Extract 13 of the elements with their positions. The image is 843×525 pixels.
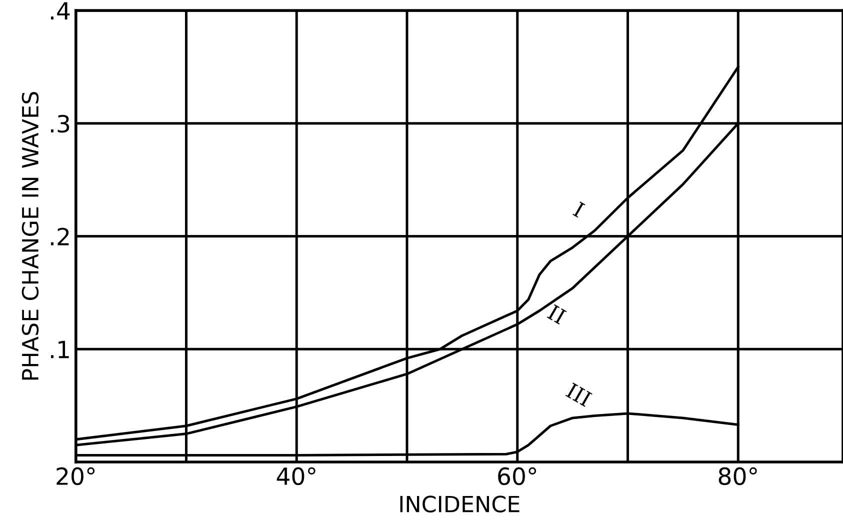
text: I xyxy=(572,202,586,218)
text: II xyxy=(546,304,567,324)
x-tick-label: 60° xyxy=(498,467,536,486)
x-tick-label: 80° xyxy=(718,467,757,486)
y-tick-label: .1 xyxy=(51,340,69,358)
y-axis-title: PHASE CHANGE IN WAVES xyxy=(22,92,39,380)
x-tick-label: 40° xyxy=(276,467,316,486)
y-tick-label: .2 xyxy=(51,228,69,246)
text: III xyxy=(565,382,592,407)
x-tick-label: 20° xyxy=(56,467,95,486)
y-tick-label: .3 xyxy=(51,114,70,133)
y-tick-label: .4 xyxy=(51,2,70,20)
x-axis-title: INCIDENCE xyxy=(400,496,520,512)
